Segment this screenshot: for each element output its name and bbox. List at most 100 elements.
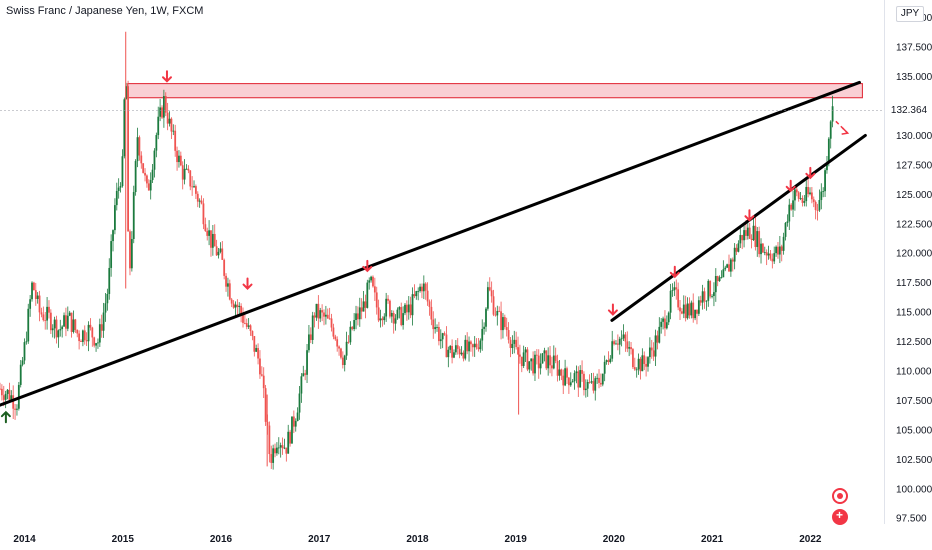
candle-body [202, 203, 205, 225]
candle-body [83, 330, 86, 341]
y-tick-label: 107.500 [896, 396, 932, 407]
target-icon[interactable] [832, 488, 848, 504]
candle-body [632, 349, 634, 368]
candle-body [643, 355, 646, 364]
candle-body [238, 305, 241, 308]
y-tick-label: 125.000 [896, 190, 932, 201]
candle-body [769, 253, 772, 259]
candle-body [445, 334, 448, 358]
candle-body [722, 269, 725, 278]
candle-body [368, 280, 371, 283]
candle-body [270, 454, 273, 463]
candle-body [803, 201, 806, 203]
candle-body [281, 445, 284, 449]
candle-body [726, 264, 729, 268]
candle-body [485, 308, 487, 327]
candle-body [411, 294, 414, 316]
candle-body [451, 345, 453, 358]
candle-body [259, 358, 261, 375]
candle-body [21, 360, 24, 365]
short-term-trendline[interactable] [610, 133, 867, 322]
candle-body [782, 236, 785, 251]
candle-body [473, 343, 476, 348]
candle-body [104, 303, 107, 313]
candle-body [829, 121, 832, 139]
candle-body [117, 187, 120, 191]
candle-body [355, 313, 357, 321]
candle-body [289, 431, 291, 444]
candle-body [206, 230, 209, 236]
candle-body [366, 282, 369, 308]
candle-body [564, 368, 567, 386]
candle-body [162, 95, 165, 118]
x-tick-label: 2017 [308, 534, 331, 545]
candle-body [57, 330, 60, 338]
candle-body [615, 343, 617, 345]
long-term-trendline[interactable] [0, 80, 861, 407]
candle-body [477, 347, 480, 350]
candle-body [166, 112, 169, 124]
projection-dashed-line[interactable] [835, 120, 849, 134]
candle-body [562, 375, 565, 386]
candle-body [198, 200, 201, 202]
candle-body [552, 355, 555, 369]
x-tick-label: 2015 [112, 534, 135, 545]
arrow-down-icon [785, 179, 796, 193]
candle-body [520, 356, 523, 367]
candle-body [100, 324, 103, 331]
candle-body [193, 186, 195, 188]
projection-arrowhead [841, 127, 850, 135]
candle-body [185, 168, 188, 170]
candle-body [607, 360, 610, 363]
candle-body [149, 180, 152, 191]
candle-body [799, 198, 802, 199]
candle-body [739, 235, 742, 244]
last-price-label: 132.364 [886, 102, 932, 119]
candle-body [750, 238, 753, 240]
candle-body [276, 447, 278, 454]
candle-body [80, 341, 82, 342]
candle-body [23, 342, 26, 361]
candle-body [502, 317, 504, 331]
candle-body [157, 116, 160, 136]
candle-body [432, 319, 435, 330]
candle-body [129, 231, 131, 269]
candle-body [571, 381, 574, 383]
x-tick-label: 2020 [603, 534, 626, 545]
candle-body [302, 373, 305, 377]
candle-body [684, 304, 687, 319]
candle-body [658, 326, 661, 343]
candle-body [227, 283, 229, 287]
candle-body [98, 324, 101, 343]
arrow-down-icon [805, 166, 816, 180]
candle-body [620, 338, 623, 340]
candle-body [112, 230, 114, 242]
candle-body [810, 192, 813, 200]
candle-body [600, 382, 602, 385]
x-tick-label: 2019 [505, 534, 528, 545]
candle-body [611, 341, 614, 359]
candle-body [831, 106, 834, 122]
candle-body [505, 327, 508, 331]
x-tick-label: 2016 [210, 534, 233, 545]
candle-body [168, 118, 171, 124]
candle-body [323, 312, 325, 317]
y-tick-label: 102.500 [896, 455, 932, 466]
candle-body [816, 210, 819, 211]
candle-body [351, 326, 354, 330]
candle-body [709, 280, 712, 297]
candle-body [586, 382, 589, 389]
price-scale-border [884, 0, 885, 524]
candle-body [407, 304, 410, 313]
candle-body [349, 326, 352, 343]
candle-body [822, 191, 825, 192]
candle-body [824, 170, 826, 192]
candle-body [298, 393, 301, 413]
candle-body [296, 412, 299, 422]
candle-body [728, 264, 730, 272]
candle-body [155, 135, 158, 151]
candle-body [492, 296, 495, 315]
add-icon[interactable] [832, 508, 848, 525]
currency-badge[interactable]: JPY [896, 6, 924, 22]
